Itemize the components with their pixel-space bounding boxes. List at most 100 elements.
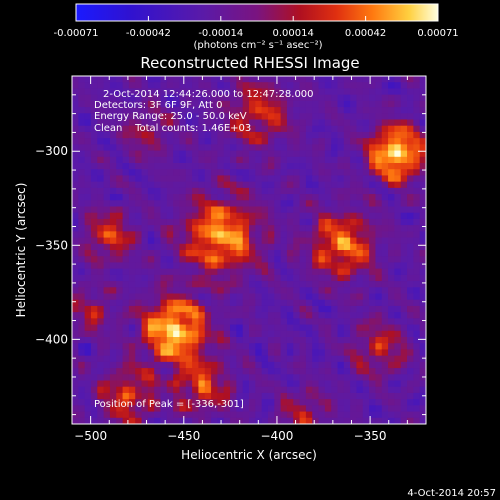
- heatmap-cell: [84, 231, 92, 238]
- heatmap-cell: [249, 337, 256, 344]
- heatmap-cell: [230, 82, 237, 89]
- heatmap-cell: [249, 274, 256, 282]
- heatmap-cell: [141, 287, 149, 294]
- heatmap-cell: [166, 268, 174, 276]
- heatmap-cell: [369, 337, 376, 344]
- heatmap-cell: [255, 243, 263, 251]
- heatmap-cell: [160, 225, 168, 232]
- heatmap-cell: [274, 156, 282, 164]
- heatmap-cell: [350, 330, 357, 338]
- heatmap-cell: [204, 305, 212, 313]
- heatmap-cell: [198, 169, 206, 176]
- heatmap-cell: [160, 287, 168, 294]
- heatmap-cell: [230, 337, 237, 344]
- heatmap-cell: [204, 250, 212, 257]
- heatmap-cell: [388, 417, 395, 424]
- heatmap-cell: [230, 293, 237, 301]
- heatmap-cell: [160, 187, 168, 195]
- heatmap-cell: [154, 392, 161, 400]
- heatmap-cell: [413, 355, 421, 363]
- heatmap-cell: [236, 250, 244, 257]
- heatmap-cell: [122, 175, 130, 183]
- heatmap-cell: [103, 200, 111, 207]
- heatmap-cell: [141, 274, 149, 282]
- heatmap-cell: [154, 374, 161, 381]
- heatmap-cell: [369, 411, 376, 419]
- heatmap-cell: [267, 392, 275, 400]
- heatmap-cell: [337, 262, 345, 270]
- heatmap-cell: [192, 392, 199, 400]
- heatmap-cell: [299, 187, 307, 195]
- heatmap-cell: [413, 274, 421, 282]
- heatmap-cell: [160, 194, 168, 201]
- heatmap-cell: [331, 243, 338, 251]
- heatmap-cell: [211, 293, 218, 301]
- heatmap-cell: [343, 206, 351, 214]
- heatmap-cell: [78, 107, 86, 114]
- heatmap-cell: [413, 144, 421, 151]
- heatmap-cell: [72, 225, 79, 232]
- heatmap-cell: [236, 281, 244, 288]
- heatmap-cell: [179, 330, 187, 338]
- heatmap-cell: [192, 225, 199, 232]
- heatmap-cell: [413, 237, 421, 245]
- heatmap-cell: [362, 169, 370, 176]
- heatmap-cell: [375, 368, 383, 375]
- heatmap-cell: [204, 225, 212, 232]
- heatmap-cell: [211, 380, 218, 388]
- heatmap-cell: [413, 82, 421, 89]
- heatmap-cell: [400, 250, 408, 257]
- heatmap-cell: [267, 163, 275, 170]
- heatmap-cell: [293, 144, 300, 151]
- heatmap-cell: [388, 194, 395, 201]
- heatmap-cell: [324, 237, 332, 245]
- heatmap-cell: [122, 82, 130, 89]
- heatmap-cell: [242, 94, 250, 102]
- heatmap-cell: [267, 187, 275, 195]
- heatmap-cell: [135, 212, 142, 220]
- heatmap-cell: [362, 231, 370, 238]
- heatmap-cell: [255, 268, 263, 276]
- heatmap-cell: [261, 187, 269, 195]
- heatmap-cell: [388, 94, 395, 102]
- heatmap-cell: [394, 281, 402, 288]
- heatmap-cell: [217, 156, 225, 164]
- heatmap-cell: [236, 237, 244, 245]
- heatmap-cell: [230, 380, 237, 388]
- heatmap-cell: [400, 218, 408, 226]
- heatmap-cell: [128, 312, 136, 319]
- heatmap-cell: [192, 76, 199, 83]
- heatmap-cell: [337, 225, 345, 232]
- heatmap-cell: [179, 76, 187, 83]
- heatmap-cell: [267, 399, 275, 406]
- heatmap-cell: [249, 250, 256, 257]
- heatmap-cell: [312, 212, 319, 220]
- heatmap-cell: [103, 368, 111, 375]
- heatmap-cell: [242, 212, 250, 220]
- heatmap-cell: [324, 107, 332, 114]
- heatmap-cell: [192, 250, 199, 257]
- heatmap-cell: [147, 144, 155, 151]
- heatmap-cell: [293, 138, 300, 145]
- heatmap-cell: [394, 119, 402, 127]
- heatmap-cell: [192, 374, 199, 381]
- heatmap-cell: [90, 175, 98, 183]
- heatmap-cell: [236, 318, 244, 325]
- heatmap-cell: [286, 156, 294, 164]
- heatmap-cell: [299, 349, 307, 357]
- heatmap-cell: [147, 138, 155, 145]
- heatmap-cell: [230, 318, 237, 325]
- heatmap-cell: [362, 150, 370, 158]
- heatmap-cell: [286, 392, 294, 400]
- heatmap-cell: [211, 187, 218, 195]
- heatmap-cell: [103, 119, 111, 127]
- heatmap-cell: [230, 150, 237, 158]
- heatmap-cell: [388, 293, 395, 301]
- heatmap-cell: [362, 355, 370, 363]
- heatmap-cell: [141, 200, 149, 207]
- heatmap-cell: [400, 281, 408, 288]
- heatmap-cell: [388, 392, 395, 400]
- heatmap-cell: [369, 256, 376, 263]
- heatmap-cell: [324, 361, 332, 369]
- heatmap-cell: [97, 386, 105, 394]
